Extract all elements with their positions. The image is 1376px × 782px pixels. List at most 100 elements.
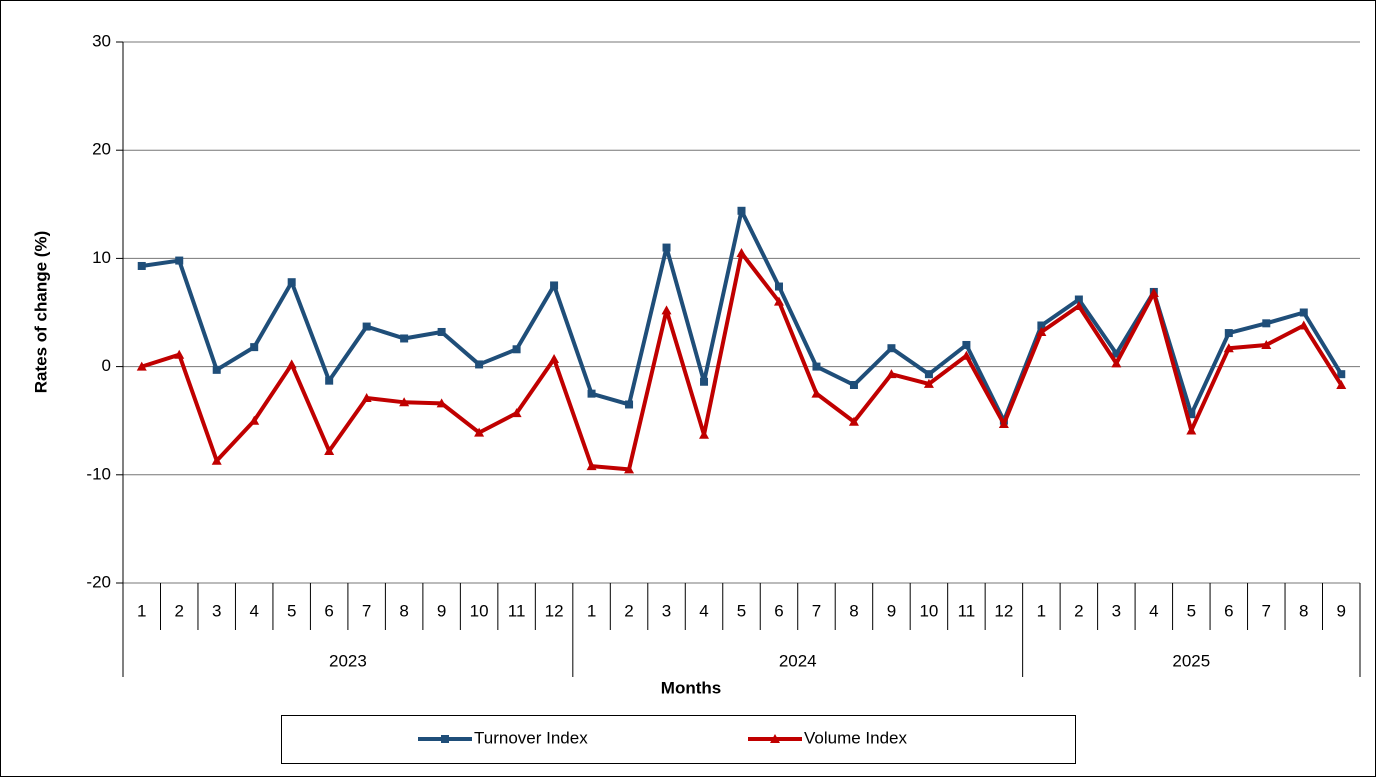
x-tick-label: 12: [994, 601, 1013, 620]
legend-label: Turnover Index: [474, 728, 588, 747]
x-tick-label: 11: [508, 601, 526, 620]
data-point: [325, 376, 334, 385]
data-point: [512, 345, 521, 354]
data-point: [962, 340, 971, 349]
data-point: [474, 427, 485, 437]
data-point: [287, 278, 296, 287]
x-tick-label: 5: [737, 601, 746, 620]
x-tick-label: 11: [958, 601, 976, 620]
data-point: [848, 416, 859, 426]
data-point: [625, 400, 634, 409]
x-tick-label: 9: [437, 601, 446, 620]
y-tick-label: 10: [92, 248, 111, 267]
x-group-label: 2024: [779, 651, 817, 670]
data-point: [961, 350, 972, 360]
legend-marker: [441, 735, 449, 743]
x-tick-label: 8: [1299, 601, 1308, 620]
data-point: [1299, 308, 1308, 317]
x-tick-label: 4: [1149, 601, 1158, 620]
data-point: [1037, 321, 1046, 330]
y-tick-label: 0: [102, 356, 111, 375]
data-point: [175, 256, 184, 265]
data-point: [475, 360, 484, 369]
x-tick-label: 8: [399, 601, 408, 620]
data-point: [1262, 319, 1271, 328]
legend-box: [281, 715, 1076, 764]
data-point: [286, 359, 297, 369]
x-tick-label: 6: [774, 601, 783, 620]
x-tick-label: 2: [624, 601, 633, 620]
x-group-label: 2025: [1172, 651, 1210, 670]
data-point: [587, 389, 596, 398]
data-point: [923, 378, 934, 388]
data-point: [1112, 349, 1121, 358]
data-point: [886, 369, 897, 379]
data-point: [811, 388, 822, 398]
data-point: [774, 282, 783, 291]
data-point: [174, 349, 185, 359]
data-point: [1148, 288, 1159, 298]
legend-label: Volume Index: [804, 728, 908, 747]
y-tick-label: 20: [92, 140, 111, 159]
x-tick-label: 5: [287, 601, 296, 620]
data-point: [812, 362, 821, 371]
x-tick-label: 10: [470, 601, 489, 620]
y-tick-label: -10: [86, 464, 111, 483]
x-tick-label: 7: [362, 601, 371, 620]
data-point: [250, 343, 259, 352]
data-point: [436, 398, 447, 408]
data-point: [212, 365, 221, 374]
data-point: [1186, 425, 1197, 435]
x-tick-label: 3: [1112, 601, 1121, 620]
x-tick-label: 7: [1262, 601, 1271, 620]
x-tick-label: 4: [249, 601, 258, 620]
data-point: [362, 322, 371, 331]
x-axis-title: Months: [661, 678, 721, 697]
y-tick-label: 30: [92, 31, 111, 50]
data-point: [137, 261, 146, 270]
x-tick-label: 12: [545, 601, 564, 620]
data-point: [249, 415, 260, 425]
data-point: [1224, 329, 1233, 338]
data-point: [998, 418, 1009, 428]
data-point: [624, 464, 635, 474]
data-point: [1298, 320, 1309, 330]
x-tick-label: 6: [324, 601, 333, 620]
data-point: [924, 370, 933, 379]
data-point: [1223, 343, 1234, 353]
x-tick-label: 7: [812, 601, 821, 620]
x-tick-label: 4: [699, 601, 708, 620]
x-tick-label: 9: [1337, 601, 1346, 620]
data-point: [736, 247, 747, 257]
data-point: [887, 344, 896, 353]
data-point: [400, 334, 409, 343]
data-point: [1111, 358, 1122, 368]
data-point: [1036, 326, 1047, 336]
x-tick-label: 6: [1224, 601, 1233, 620]
data-point: [737, 206, 746, 215]
data-point: [1187, 410, 1196, 419]
data-point: [324, 445, 335, 455]
x-tick-label: 3: [662, 601, 671, 620]
data-point: [1337, 370, 1346, 379]
y-axis-title: Rates of change (%): [31, 231, 50, 393]
data-point: [361, 392, 372, 402]
data-point: [1336, 379, 1347, 389]
x-tick-label: 3: [212, 601, 221, 620]
data-point: [586, 461, 597, 471]
data-point: [1074, 295, 1083, 304]
data-point: [399, 397, 410, 407]
data-point: [661, 305, 672, 315]
data-point: [773, 296, 784, 306]
data-point: [549, 354, 560, 364]
data-point: [550, 281, 559, 290]
x-tick-label: 8: [849, 601, 858, 620]
x-tick-label: 1: [1037, 601, 1046, 620]
data-point: [699, 429, 710, 439]
x-tick-label: 10: [919, 601, 938, 620]
x-tick-label: 9: [887, 601, 896, 620]
data-point: [849, 380, 858, 389]
data-point: [437, 327, 446, 336]
x-tick-label: 5: [1187, 601, 1196, 620]
